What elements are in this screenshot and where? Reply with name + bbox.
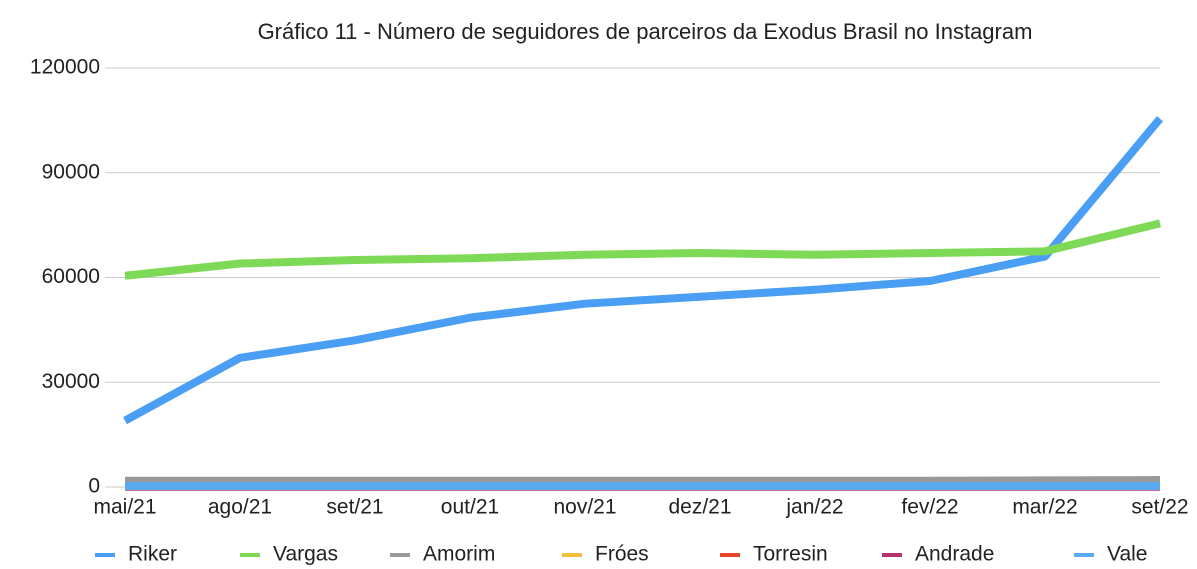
legend-label: Vargas (273, 543, 338, 566)
x-tick-label: mai/21 (93, 496, 156, 519)
legend-label: Fróes (595, 543, 649, 566)
series-line (123, 116, 1164, 425)
x-tick-label: ago/21 (208, 496, 272, 519)
x-tick-label: jan/22 (785, 496, 843, 519)
x-tick-label: set/21 (326, 496, 383, 519)
y-tick-label: 0 (88, 475, 100, 498)
y-tick-label: 90000 (42, 160, 100, 183)
legend-label: Riker (128, 543, 177, 566)
x-tick-label: dez/21 (668, 496, 731, 519)
y-tick-label: 120000 (30, 56, 100, 79)
x-tick-label: nov/21 (553, 496, 616, 519)
y-tick-label: 30000 (42, 370, 100, 393)
legend-label: Andrade (915, 543, 994, 566)
legend-label: Amorim (423, 543, 495, 566)
x-tick-label: mar/22 (1012, 496, 1077, 519)
y-tick-label: 60000 (42, 265, 100, 288)
x-tick-label: fev/22 (901, 496, 958, 519)
legend-label: Vale (1107, 543, 1147, 566)
x-tick-label: set/22 (1131, 496, 1188, 519)
legend-label: Torresin (753, 543, 828, 566)
series-line (125, 476, 1161, 485)
chart-title: Gráfico 11 - Número de seguidores de par… (258, 19, 1033, 44)
x-tick-label: out/21 (441, 496, 499, 519)
series-line (124, 219, 1161, 280)
